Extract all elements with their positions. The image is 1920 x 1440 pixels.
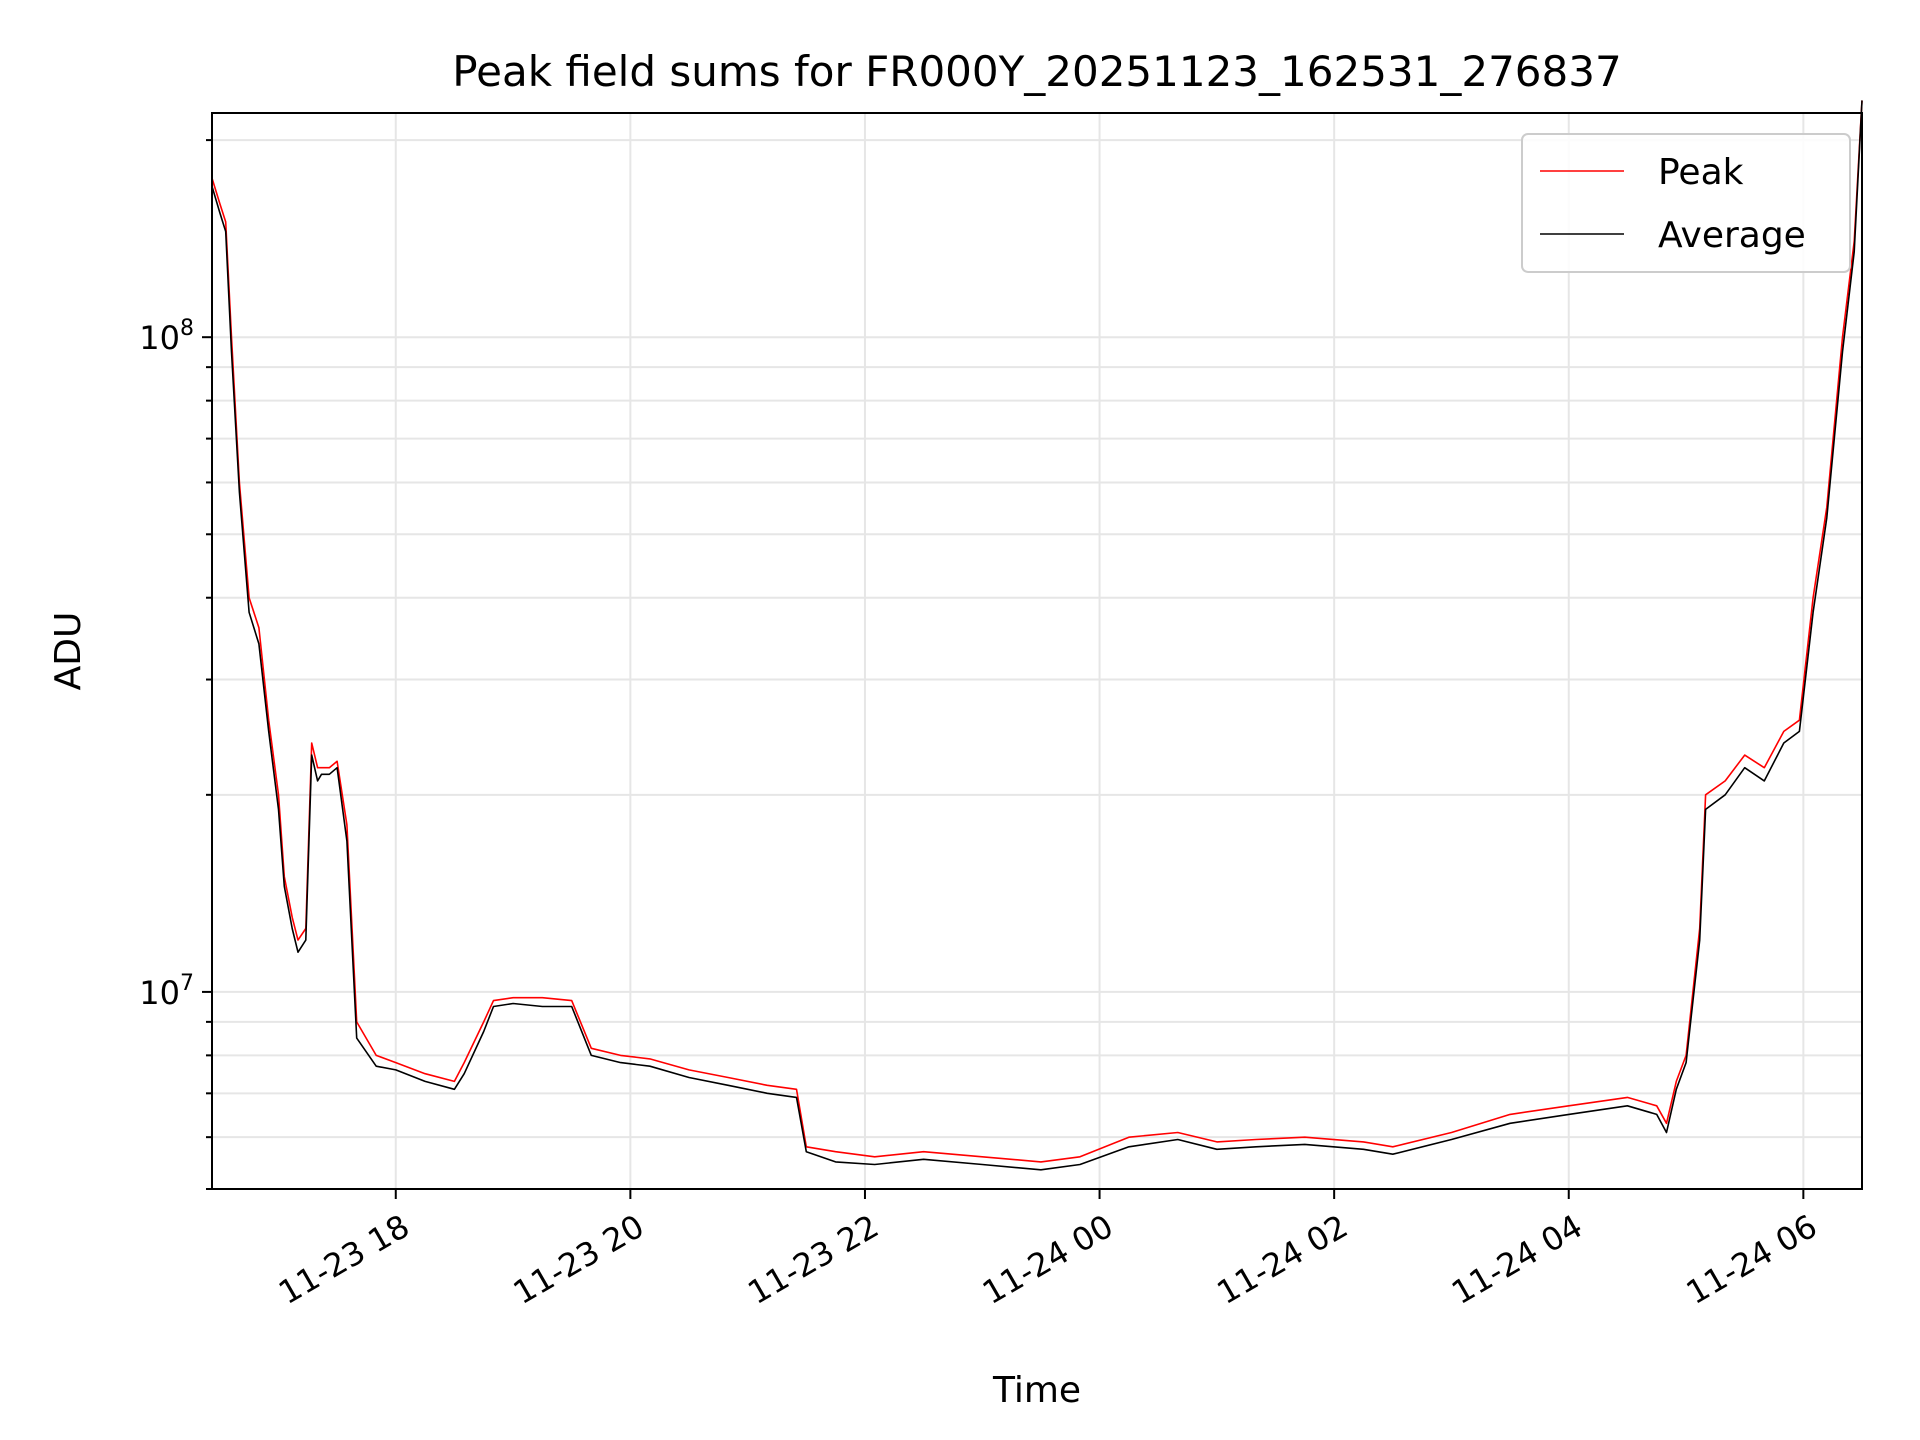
series-lines [211,100,1863,1171]
y-tick-exponent: 7 [180,971,194,996]
y-tick-base: 10 [139,974,180,1012]
y-axis-label: ADU [48,612,89,691]
legend-label-average: Average [1658,215,1806,256]
legend-label-peak: Peak [1658,152,1744,193]
grid [212,113,1862,1190]
y-tick-exponent: 8 [180,316,194,341]
series-line-peak [211,100,1863,1163]
plot-frame [211,112,1863,1190]
y-tick-label: 108 [139,316,194,357]
chart-title: Peak field sums for FR000Y_20251123_1625… [452,47,1621,96]
y-tick-label: 107 [139,971,194,1012]
x-axis-label: Time [992,1370,1081,1411]
series-line-average [211,100,1863,1171]
legend: Peak Average [1521,133,1851,273]
legend-box [1521,133,1851,273]
y-tick-base: 10 [139,319,180,357]
